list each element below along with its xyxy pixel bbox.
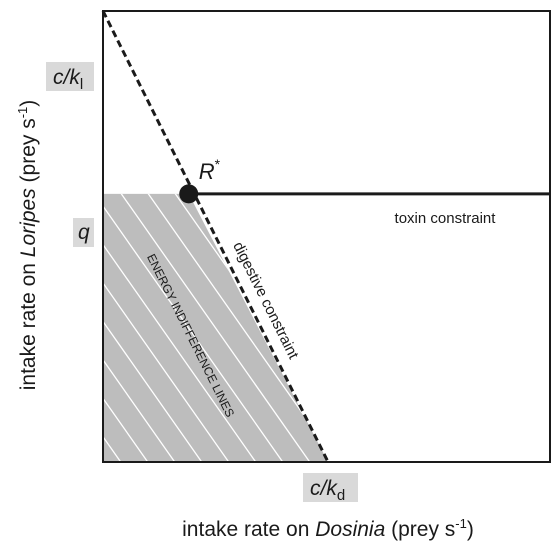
svg-text:c/kd: c/kd	[310, 477, 345, 504]
x-axis-title: intake rate on Dosinia (prey s-1)	[182, 516, 474, 541]
hatch-line	[382, 104, 551, 544]
hatch-line	[103, 193, 266, 462]
hatch-line	[103, 193, 104, 462]
toxin-constraint-label: toxin constraint	[395, 210, 497, 227]
y-axis-title: intake rate on Loripes (prey s-1)	[15, 100, 40, 391]
hatch-line	[463, 104, 551, 544]
hatch-line	[436, 104, 551, 544]
digestive-constraint-line	[101, 10, 330, 463]
hatch-line	[327, 193, 329, 462]
hatch-line	[103, 193, 329, 462]
hatch-line	[103, 193, 329, 462]
hatch-line	[103, 193, 293, 462]
y-tick-label-ckl: c/kl	[46, 62, 94, 93]
optimum-label: R*	[199, 156, 221, 184]
plot-frame	[102, 10, 551, 463]
svg-text:c/kl: c/kl	[53, 66, 83, 93]
hatch-line	[517, 104, 551, 544]
y-tick-label-q: q	[73, 218, 94, 247]
optimum-point	[179, 184, 199, 204]
hatch-line	[490, 104, 551, 544]
hatch-line	[246, 193, 329, 462]
hatch-line	[103, 193, 320, 462]
hatch-line	[219, 193, 329, 462]
x-tick-label-ckd: c/kd	[303, 473, 358, 504]
hatch-line	[355, 104, 551, 544]
hatch-line	[409, 104, 551, 544]
svg-text:q: q	[78, 221, 90, 244]
hatch-line	[103, 193, 329, 462]
